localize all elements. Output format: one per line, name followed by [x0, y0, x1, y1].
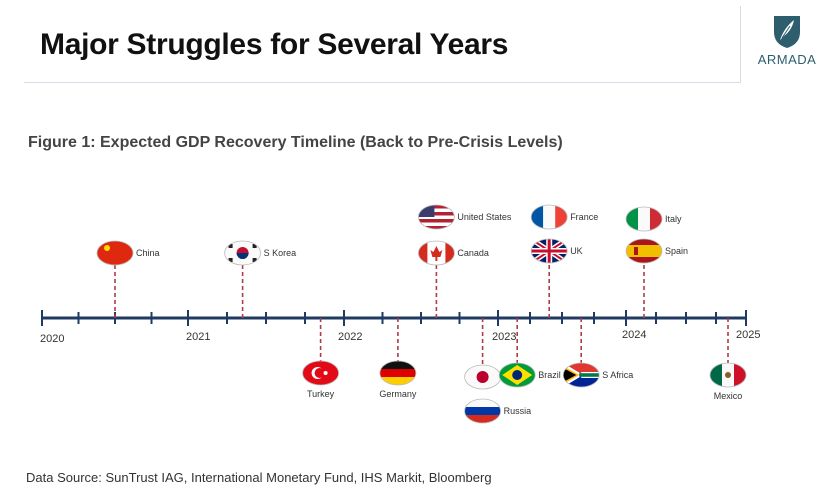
turkey-flag [302, 360, 340, 386]
figure-title: Figure 1: Expected GDP Recovery Timeline… [28, 134, 563, 151]
country-label: Russia [504, 406, 532, 416]
country-label: France [570, 212, 598, 222]
country-label: S Korea [264, 248, 297, 258]
year-label: 2021 [186, 331, 210, 343]
country-label: United States [457, 212, 512, 222]
logo-text: ARMADA [757, 52, 817, 67]
country-label: Brazil [538, 370, 561, 380]
south-korea-flag [224, 240, 262, 266]
country-label: Spain [665, 246, 688, 256]
mexico-flag [709, 362, 747, 388]
year-label: 2020 [40, 333, 64, 345]
country-label: S Africa [602, 370, 633, 380]
year-label: 2024 [622, 329, 646, 341]
china-flag [96, 240, 134, 266]
south-africa-flag [562, 362, 600, 388]
country-label: Turkey [307, 389, 335, 399]
year-label: 2023 [492, 331, 516, 343]
country-label: Canada [457, 248, 489, 258]
country-label: UK [570, 246, 583, 256]
brazil-flag [498, 362, 536, 388]
france-flag [530, 204, 568, 230]
armada-logo: ARMADA [752, 14, 822, 70]
canada-flag [417, 240, 455, 266]
year-label: 2022 [338, 331, 362, 343]
japan-flag [464, 364, 502, 390]
data-source: Data Source: SunTrust IAG, International… [26, 470, 492, 485]
year-label: 2025 [736, 329, 760, 341]
page-title: Major Struggles for Several Years [40, 28, 509, 61]
shield-icon [774, 16, 800, 48]
header-frame [24, 6, 741, 83]
spain-flag [625, 238, 663, 264]
germany-flag [379, 360, 417, 386]
country-label: Germany [379, 389, 417, 399]
country-label: China [136, 248, 160, 258]
italy-flag [625, 206, 663, 232]
country-label: Mexico [714, 391, 743, 401]
uk-flag [530, 238, 568, 264]
russia-flag [464, 398, 502, 424]
country-label: Italy [665, 214, 682, 224]
usa-flag [417, 204, 455, 230]
